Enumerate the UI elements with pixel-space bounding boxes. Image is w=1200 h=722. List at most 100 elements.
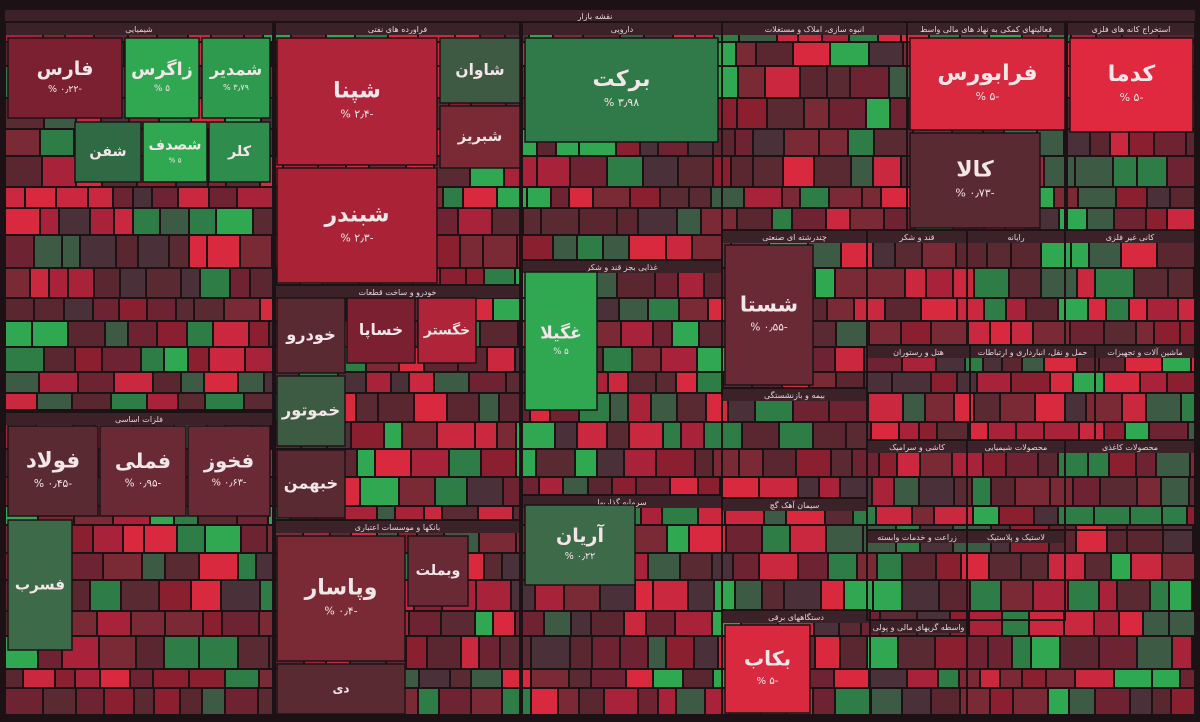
filler-tile — [1163, 507, 1186, 524]
filler-tile — [1108, 526, 1126, 552]
filler-tile — [410, 612, 440, 635]
stock-tile[interactable] — [276, 535, 406, 662]
filler-tile — [1035, 507, 1057, 524]
filler-tile — [893, 373, 930, 392]
filler-tile — [200, 637, 237, 668]
filler-tile — [962, 554, 988, 579]
stock-tile[interactable] — [1069, 37, 1194, 133]
filler-tile — [205, 373, 237, 392]
stock-tile[interactable] — [276, 375, 346, 447]
filler-tile — [35, 299, 63, 320]
filler-tile — [238, 188, 272, 207]
filler-tile — [1089, 299, 1105, 320]
filler-tile — [79, 373, 113, 392]
filler-tile — [932, 322, 967, 346]
filler-tile — [1118, 581, 1149, 610]
filler-tile — [1072, 236, 1088, 267]
filler-tile — [407, 637, 426, 668]
filler-tile — [690, 526, 725, 552]
filler-tile — [1141, 373, 1166, 392]
filler-tile — [1137, 322, 1153, 346]
stock-tile[interactable] — [276, 449, 346, 519]
stock-tile[interactable] — [99, 425, 187, 517]
stock-symbol: خگستر — [423, 322, 470, 339]
filler-tile — [649, 299, 678, 320]
stock-tile[interactable] — [276, 297, 346, 374]
filler-tile — [158, 322, 186, 346]
stock-tile[interactable] — [7, 519, 73, 651]
stock-change: ۳٫۹۸ % — [604, 96, 639, 109]
filler-tile — [1105, 322, 1135, 346]
stock-symbol: شمدیر — [209, 60, 262, 79]
filler-tile — [1061, 637, 1098, 668]
stock-tile[interactable] — [74, 121, 142, 183]
filler-tile — [1030, 612, 1063, 635]
stock-tile[interactable] — [142, 121, 208, 183]
filler-tile — [536, 581, 563, 610]
stock-tile[interactable] — [724, 244, 814, 386]
filler-tile — [559, 689, 578, 714]
filler-tile — [1034, 322, 1069, 346]
filler-tile — [832, 450, 851, 476]
stock-tile[interactable] — [7, 37, 123, 119]
stock-tile[interactable] — [276, 167, 438, 284]
stock-tile[interactable] — [407, 535, 469, 607]
filler-tile — [851, 67, 888, 97]
filler-tile — [673, 322, 698, 346]
filler-tile — [981, 670, 999, 687]
filler-tile — [132, 612, 164, 635]
sector-name: غذایی بجز قند و شکر — [585, 263, 657, 272]
filler-tile — [873, 478, 893, 505]
sector-header — [723, 499, 866, 511]
stock-tile[interactable] — [276, 663, 406, 715]
stock-tile[interactable] — [524, 504, 636, 586]
filler-tile — [797, 450, 830, 476]
stock-tile[interactable] — [346, 297, 416, 364]
filler-tile — [780, 423, 812, 448]
stock-tile[interactable] — [439, 37, 521, 104]
filler-tile — [1078, 269, 1094, 297]
stock-tile[interactable] — [724, 624, 811, 714]
filler-tile — [480, 394, 498, 421]
filler-tile — [764, 450, 795, 476]
filler-tile — [580, 689, 603, 714]
stock-symbol: شصدف — [149, 138, 202, 154]
filler-tile — [955, 394, 973, 421]
stock-tile[interactable] — [909, 37, 1066, 131]
stock-tile[interactable] — [417, 297, 477, 364]
stock-tile[interactable] — [124, 37, 200, 119]
filler-tile — [836, 269, 866, 297]
filler-tile — [939, 670, 958, 687]
filler-tile — [41, 209, 58, 234]
filler-tile — [500, 394, 529, 421]
filler-tile — [1091, 130, 1109, 155]
stock-tile[interactable] — [524, 271, 598, 411]
filler-tile — [63, 236, 79, 267]
stock-tile[interactable] — [524, 37, 719, 143]
filler-tile — [69, 269, 93, 297]
filler-tile — [477, 581, 510, 610]
filler-tile — [134, 188, 151, 207]
filler-tile — [444, 188, 462, 207]
stock-tile[interactable] — [276, 37, 438, 166]
filler-tile — [470, 373, 505, 392]
stock-tile[interactable] — [909, 132, 1041, 229]
filler-tile — [166, 554, 198, 579]
stock-symbol: فارس — [37, 58, 94, 80]
stock-tile[interactable] — [208, 121, 271, 183]
filler-tile — [482, 450, 515, 476]
stock-tile[interactable] — [187, 425, 271, 517]
filler-tile — [120, 299, 146, 320]
filler-tile — [155, 689, 179, 714]
filler-tile — [1112, 554, 1130, 579]
stock-tile[interactable] — [201, 37, 271, 119]
stock-tile[interactable] — [7, 425, 99, 517]
filler-tile — [863, 188, 880, 207]
filler-tile — [572, 612, 590, 635]
stock-tile[interactable] — [439, 105, 521, 169]
filler-tile — [852, 157, 872, 186]
sector-header — [868, 231, 966, 243]
filler-tile — [1070, 689, 1094, 714]
sector-name: کانی غیر فلزی — [1106, 233, 1155, 242]
filler-tile — [565, 581, 599, 610]
